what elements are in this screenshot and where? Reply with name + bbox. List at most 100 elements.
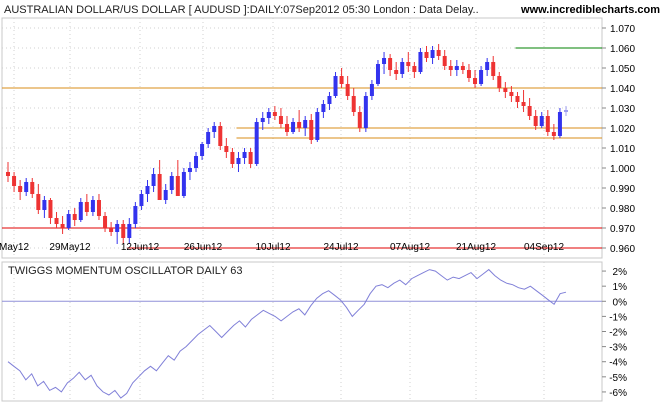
- price-y-tick-label: 0.990: [610, 184, 635, 195]
- price-candle-body: [291, 122, 296, 132]
- oscillator-y-tick-label: -5%: [609, 373, 627, 384]
- price-candle-body: [212, 126, 217, 132]
- price-candle-body: [418, 52, 423, 72]
- price-candle-body: [406, 62, 411, 66]
- price-candle-body: [206, 132, 211, 144]
- price-candle-body: [430, 50, 435, 58]
- chart-title: AUSTRALIAN DOLLAR/US DOLLAR [ AUDUSD ]:D…: [4, 4, 479, 16]
- price-candle-body: [557, 112, 562, 136]
- price-x-tick-label: 21Aug12: [456, 242, 496, 253]
- price-x-tick-label: 10Jul12: [255, 242, 290, 253]
- price-candle-body: [369, 84, 374, 96]
- price-candle-body: [163, 190, 168, 200]
- price-candle-body: [66, 214, 71, 228]
- price-candle-body: [72, 214, 77, 220]
- price-candle-body: [133, 206, 138, 224]
- price-candle-body: [266, 112, 271, 118]
- price-candle-body: [139, 194, 144, 206]
- price-y-tick-label: 0.980: [610, 204, 635, 215]
- price-x-tick-label: May12: [0, 242, 29, 253]
- price-candle-body: [48, 200, 53, 218]
- price-candle-body: [187, 168, 192, 172]
- price-candle-body: [285, 124, 289, 132]
- price-candle-body: [479, 70, 484, 84]
- price-candle-body: [90, 200, 95, 212]
- price-candle-body: [436, 50, 441, 56]
- price-candle-body: [527, 106, 532, 116]
- price-candle-body: [551, 132, 556, 136]
- price-candle-body: [454, 66, 459, 70]
- price-candle-body: [315, 112, 320, 140]
- price-candle-body: [333, 76, 338, 96]
- price-candle-body: [460, 66, 465, 70]
- price-candle-body: [272, 112, 277, 116]
- oscillator-y-axis: 2% 1% 0% -1% -2% -3% -4% -5% -6%: [602, 267, 627, 399]
- price-candle-body: [54, 218, 59, 224]
- price-candle-body: [363, 96, 368, 128]
- price-candle-body: [24, 182, 29, 192]
- price-x-tick-label: 26Jun12: [184, 242, 223, 253]
- price-candle-body: [400, 62, 405, 74]
- price-y-tick-label: 1.040: [610, 84, 635, 95]
- price-candle-body: [230, 152, 235, 164]
- price-candle-body: [303, 120, 308, 128]
- price-candle-body: [564, 110, 568, 112]
- price-candle-body: [339, 76, 344, 84]
- price-candle-body: [194, 156, 199, 168]
- price-candle-body: [424, 52, 429, 58]
- price-candle-body: [448, 66, 453, 70]
- price-candle-body: [260, 118, 265, 122]
- price-candle-body: [515, 96, 520, 102]
- price-candle-body: [218, 126, 223, 146]
- price-y-tick-label: 1.050: [610, 64, 635, 75]
- price-candle-body: [345, 84, 350, 96]
- price-horizontal-lines: [2, 47, 602, 249]
- price-candle-body: [309, 120, 314, 140]
- price-candle-body: [442, 56, 447, 66]
- price-panel: 0.960 0.970 0.980 0.990 1.000 1.010 1.020 1.030…: [0, 4, 660, 259]
- price-candle-body: [157, 174, 162, 200]
- price-candle-body: [297, 122, 302, 128]
- price-candle-body: [200, 144, 205, 156]
- price-candle-body: [115, 224, 120, 232]
- oscillator-y-tick-label: 0%: [613, 297, 628, 308]
- price-candle-body: [145, 186, 150, 194]
- website-label: www.incrediblecharts.com: [520, 4, 660, 16]
- price-candle-body: [357, 112, 362, 128]
- price-candle-body: [60, 224, 65, 228]
- price-candle-body: [382, 58, 387, 64]
- price-candle-body: [248, 152, 253, 164]
- price-candle-body: [473, 78, 478, 84]
- price-candle-body: [278, 116, 283, 124]
- price-candle-body: [521, 102, 526, 106]
- price-candle-body: [375, 64, 380, 84]
- price-candle-body: [12, 176, 17, 186]
- price-candle-body: [533, 116, 538, 126]
- oscillator-panel: 2% 1% 0% -1% -2% -3% -4% -5% -6% TWIGGS MOMENTUM…: [1, 261, 627, 402]
- price-x-tick-label: 12Jun12: [121, 242, 160, 253]
- price-candle-body: [394, 70, 399, 74]
- price-x-tick-label: 04Sep12: [524, 242, 564, 253]
- price-candle-body: [466, 70, 471, 78]
- price-candle-body: [321, 104, 326, 112]
- price-candle-body: [169, 176, 174, 190]
- price-x-tick-label: 07Aug12: [390, 242, 430, 253]
- oscillator-title: TWIGGS MOMENTUM OSCILLATOR DAILY 63: [8, 265, 243, 277]
- price-candle-body: [175, 176, 180, 196]
- price-candle-body: [503, 88, 508, 92]
- price-candle-body: [18, 186, 23, 192]
- price-y-tick-label: 1.070: [610, 24, 635, 35]
- oscillator-series-line: [7, 268, 567, 399]
- price-candle-body: [181, 172, 186, 196]
- price-candle-body: [236, 158, 241, 164]
- price-candle-body: [539, 116, 544, 126]
- price-y-axis: 0.960 0.970 0.980 0.990 1.000 1.010 1.020 1.030…: [602, 24, 635, 255]
- price-candle-body: [327, 96, 332, 104]
- price-y-tick-label: 1.010: [610, 144, 635, 155]
- oscillator-y-tick-label: -3%: [609, 343, 627, 354]
- oscillator-y-tick-label: -4%: [609, 358, 627, 369]
- oscillator-y-tick-label: -6%: [609, 388, 627, 399]
- price-candle-body: [127, 224, 132, 238]
- price-candle-body: [96, 200, 101, 216]
